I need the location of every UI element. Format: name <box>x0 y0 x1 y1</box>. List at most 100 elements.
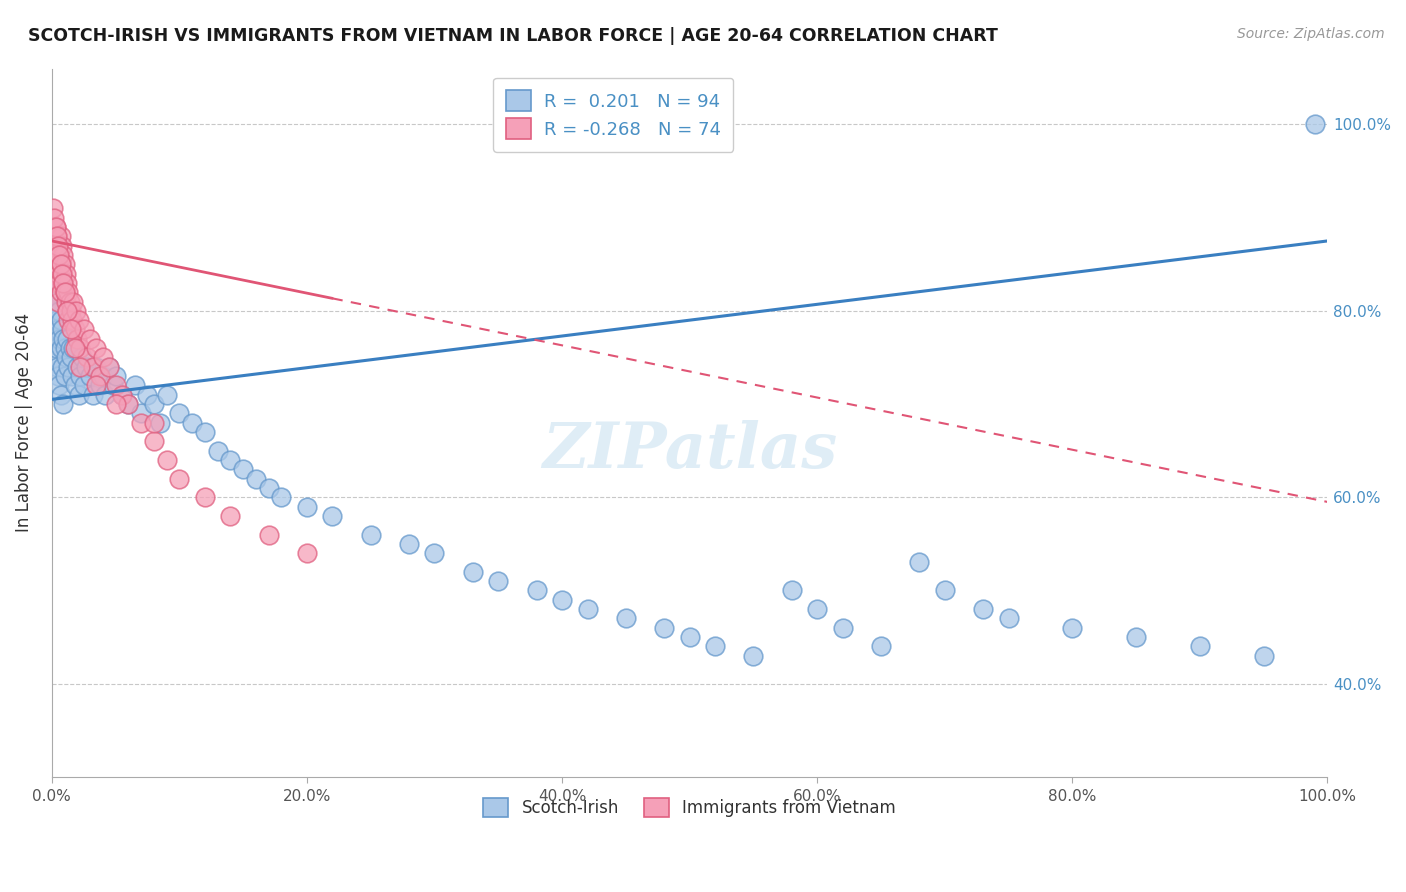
Point <box>45 303 67 318</box>
Point <box>704 640 727 654</box>
Point <box>79 369 101 384</box>
Point <box>972 602 994 616</box>
Point <box>86 378 108 392</box>
Point <box>52 276 75 290</box>
Point <box>194 425 217 439</box>
Point <box>104 397 127 411</box>
Point <box>461 565 484 579</box>
Point <box>486 574 509 589</box>
Point <box>423 546 446 560</box>
Point <box>58 285 80 300</box>
Point <box>45 229 67 244</box>
Point <box>257 527 280 541</box>
Legend: Scotch-Irish, Immigrants from Vietnam: Scotch-Irish, Immigrants from Vietnam <box>475 789 904 825</box>
Point <box>49 313 72 327</box>
Point <box>75 359 97 374</box>
Point <box>56 332 79 346</box>
Point <box>55 294 77 309</box>
Point <box>63 341 86 355</box>
Point <box>117 397 139 411</box>
Point <box>44 351 66 365</box>
Point <box>181 416 204 430</box>
Point <box>155 388 177 402</box>
Point <box>63 378 86 392</box>
Point <box>51 359 73 374</box>
Point <box>65 303 87 318</box>
Point <box>49 257 72 271</box>
Point <box>104 369 127 384</box>
Point <box>45 219 67 234</box>
Point <box>56 276 79 290</box>
Point <box>67 388 90 402</box>
Point <box>1188 640 1211 654</box>
Point <box>59 322 82 336</box>
Point <box>124 378 146 392</box>
Point <box>98 359 121 374</box>
Point <box>56 303 79 318</box>
Point <box>48 276 70 290</box>
Point <box>1125 630 1147 644</box>
Point <box>321 508 343 523</box>
Point <box>46 238 69 252</box>
Point <box>62 294 84 309</box>
Point <box>52 332 75 346</box>
Point <box>72 378 94 392</box>
Point <box>53 285 76 300</box>
Point <box>614 611 637 625</box>
Point <box>55 351 77 365</box>
Text: ZIPatlas: ZIPatlas <box>541 420 837 482</box>
Y-axis label: In Labor Force | Age 20-64: In Labor Force | Age 20-64 <box>15 313 32 533</box>
Point <box>45 257 67 271</box>
Point <box>169 472 191 486</box>
Point <box>270 490 292 504</box>
Point <box>46 369 69 384</box>
Point <box>46 238 69 252</box>
Point <box>58 313 80 327</box>
Point <box>129 406 152 420</box>
Point <box>129 416 152 430</box>
Point <box>136 388 159 402</box>
Point <box>295 546 318 560</box>
Point <box>62 341 84 355</box>
Point <box>59 341 82 355</box>
Point <box>67 313 90 327</box>
Point <box>53 369 76 384</box>
Point <box>1253 648 1275 663</box>
Point <box>44 211 66 225</box>
Point <box>232 462 254 476</box>
Point <box>111 388 134 402</box>
Point <box>66 332 89 346</box>
Point <box>49 229 72 244</box>
Point <box>79 332 101 346</box>
Point <box>53 341 76 355</box>
Point <box>49 285 72 300</box>
Point <box>48 332 70 346</box>
Point <box>806 602 828 616</box>
Point <box>51 267 73 281</box>
Point <box>69 341 91 355</box>
Point <box>63 322 86 336</box>
Point <box>52 276 75 290</box>
Point <box>52 397 75 411</box>
Point <box>44 294 66 309</box>
Point <box>934 583 956 598</box>
Point <box>46 322 69 336</box>
Point <box>42 202 65 216</box>
Point <box>53 257 76 271</box>
Point <box>149 416 172 430</box>
Point <box>142 434 165 449</box>
Point <box>551 592 574 607</box>
Point <box>69 359 91 374</box>
Point <box>82 388 104 402</box>
Point <box>51 238 73 252</box>
Point <box>45 219 67 234</box>
Point <box>94 388 117 402</box>
Point <box>82 359 104 374</box>
Point <box>42 229 65 244</box>
Point <box>111 388 134 402</box>
Point <box>45 276 67 290</box>
Point <box>45 248 67 262</box>
Point <box>49 257 72 271</box>
Point <box>46 267 69 281</box>
Point <box>55 267 77 281</box>
